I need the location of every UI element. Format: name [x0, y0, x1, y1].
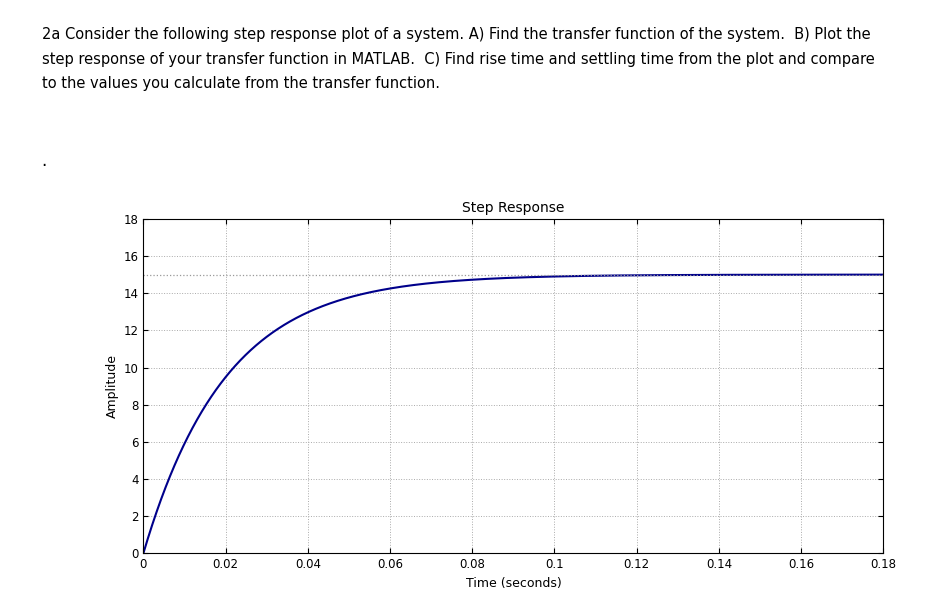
Text: 2a Consider the following step response plot of a system. A) Find the transfer f: 2a Consider the following step response … — [42, 27, 870, 43]
X-axis label: Time (seconds): Time (seconds) — [465, 577, 561, 590]
Text: step response of your transfer function in MATLAB.  C) Find rise time and settli: step response of your transfer function … — [42, 52, 874, 67]
Text: .: . — [42, 152, 47, 170]
Y-axis label: Amplitude: Amplitude — [106, 354, 119, 418]
Title: Step Response: Step Response — [462, 201, 564, 215]
Text: to the values you calculate from the transfer function.: to the values you calculate from the tra… — [42, 76, 439, 91]
